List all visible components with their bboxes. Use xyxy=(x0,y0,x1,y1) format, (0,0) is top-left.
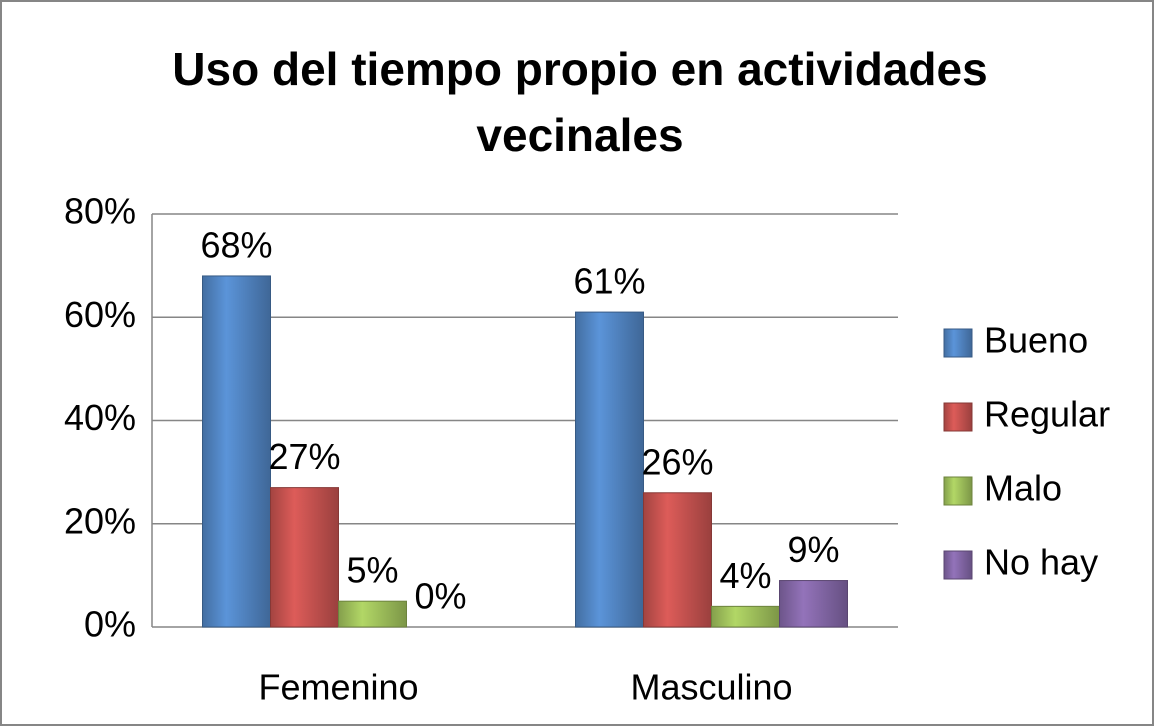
y-tick-label: 20% xyxy=(64,500,136,541)
bar xyxy=(202,275,271,628)
legend-label: Regular xyxy=(984,394,1110,435)
legend-label: Bueno xyxy=(984,320,1088,361)
y-tick-label: 60% xyxy=(64,294,136,335)
data-label: 0% xyxy=(414,576,466,617)
bar xyxy=(643,492,712,628)
data-label: 68% xyxy=(200,224,272,265)
y-tick-label: 0% xyxy=(84,604,136,645)
bar xyxy=(575,311,644,628)
legend-swatch xyxy=(943,328,973,358)
legend-label: No hay xyxy=(984,542,1098,583)
legend-swatch xyxy=(943,402,973,432)
x-tick-label: Femenino xyxy=(258,667,418,708)
chart-title: Uso del tiempo propio en actividades vec… xyxy=(172,43,988,161)
y-tick-label: 80% xyxy=(64,191,136,232)
data-label: 5% xyxy=(346,550,398,591)
legend-swatch xyxy=(943,550,973,580)
data-label: 27% xyxy=(268,436,340,477)
bar xyxy=(711,605,780,628)
data-label: 61% xyxy=(573,261,645,302)
bar xyxy=(338,600,407,628)
y-tick-label: 40% xyxy=(64,397,136,438)
data-label: 26% xyxy=(641,441,713,482)
legend-label: Malo xyxy=(984,468,1062,509)
legend-swatch xyxy=(943,476,973,506)
bar xyxy=(779,580,848,628)
data-label: 4% xyxy=(719,555,771,596)
data-label: 9% xyxy=(787,529,839,570)
x-tick-label: Masculino xyxy=(630,667,792,708)
bar xyxy=(270,487,339,628)
